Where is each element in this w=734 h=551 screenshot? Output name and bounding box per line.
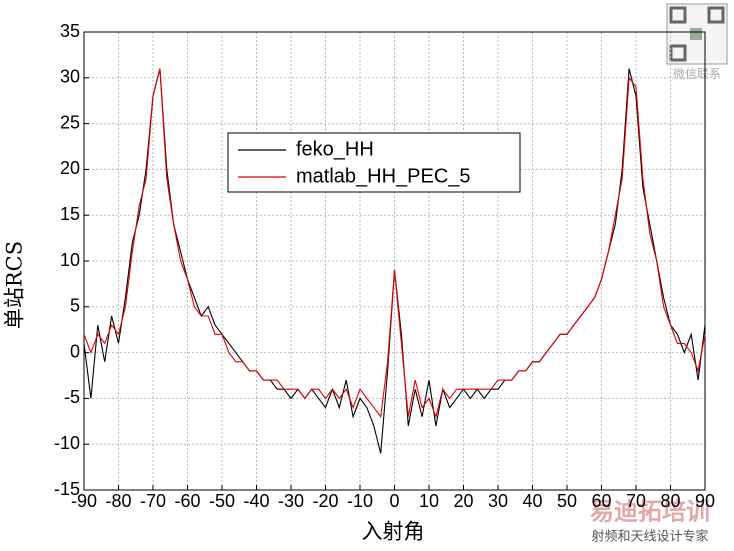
y-tick-label: 25 [60, 112, 80, 132]
watermark: 射频和天线设计专家 [591, 528, 708, 543]
y-tick-label: 0 [70, 341, 80, 361]
y-axis-label: 单站RCS [3, 241, 27, 329]
x-tick-label: -20 [312, 491, 338, 511]
watermark: 易迪拓培训 [590, 497, 710, 525]
y-tick-label: -5 [64, 387, 80, 407]
x-tick-label: 50 [557, 491, 577, 511]
x-tick-label: -90 [71, 491, 97, 511]
x-tick-label: 0 [389, 491, 399, 511]
plot-frame [83, 31, 706, 491]
y-tick-label: -15 [54, 479, 80, 499]
x-tick-label: -40 [243, 491, 269, 511]
x-tick-label: -30 [278, 491, 304, 511]
watermark: 微信联系 [673, 67, 721, 81]
x-axis-label: 入射角 [362, 520, 425, 544]
legend-box [227, 132, 521, 193]
qr-code [666, 3, 728, 65]
x-tick-label: 40 [522, 491, 542, 511]
x-tick-label: -60 [174, 491, 200, 511]
data-line [83, 68, 706, 419]
y-tick-label: 30 [60, 67, 80, 87]
x-tick-label: 30 [488, 491, 508, 511]
y-tick-label: 10 [60, 250, 80, 270]
y-tick-label: -10 [54, 433, 80, 453]
x-tick-label: -10 [347, 491, 373, 511]
x-tick-label: 70 [626, 491, 646, 511]
x-tick-label: 10 [419, 491, 439, 511]
x-tick-label: -80 [105, 491, 131, 511]
x-tick-label: 80 [660, 491, 680, 511]
x-tick-label: -70 [140, 491, 166, 511]
legend-label: matlab_HH_PEC_5 [296, 165, 471, 187]
y-tick-label: 20 [60, 158, 80, 178]
y-tick-label: 15 [60, 204, 80, 224]
x-tick-label: 60 [591, 491, 611, 511]
y-tick-label: 35 [60, 21, 80, 41]
x-tick-label: -50 [209, 491, 235, 511]
legend-label: feko_HH [296, 138, 374, 160]
x-tick-label: 90 [695, 491, 715, 511]
x-tick-label: 20 [453, 491, 473, 511]
y-tick-label: 5 [70, 296, 80, 316]
